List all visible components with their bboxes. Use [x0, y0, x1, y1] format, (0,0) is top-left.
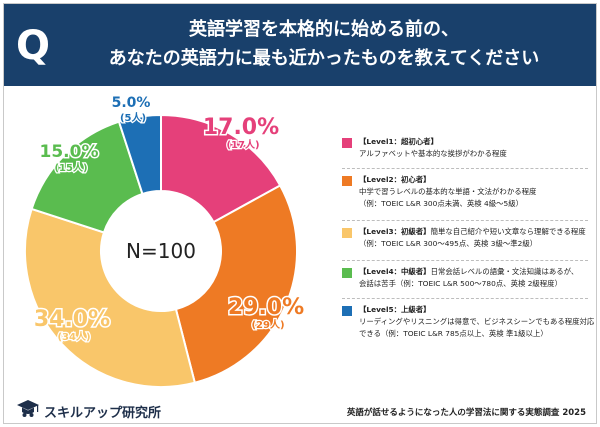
q-mark: Q — [16, 23, 51, 69]
page-title: 英語学習を本格的に始める前の、 あなたの英語力に最も近かったものを教えてください — [64, 15, 584, 73]
legend-text: 【Level5：上級者】リーディングやリスニングは得意で、ビジネスシーンでもある… — [359, 304, 595, 340]
legend-swatch — [342, 268, 352, 278]
legend-line: リーディングやリスニングは得意で、ビジネスシーンでもある程度対応 — [359, 317, 595, 326]
legend-heading: 【Level5：上級者】 — [359, 305, 431, 314]
count-label-level2: (29人) — [251, 318, 284, 331]
slice-level5 — [117, 113, 162, 196]
percent-label-level2: 29.0% — [228, 295, 304, 320]
legend-heading: 【Level2：初心者】 — [359, 175, 431, 184]
legend-line: 中学で習うレベルの基本的な単語・文法がわかる程度 — [359, 187, 537, 196]
header-bar: Q 英語学習を本格的に始める前の、 あなたの英語力に最も近かったものを教えてくだ… — [4, 4, 596, 86]
legend-swatch — [342, 138, 352, 148]
legend-line: （例：TOEIC L&R 300点未満、英検 4級〜5級） — [359, 199, 523, 208]
legend-divider — [342, 260, 588, 261]
legend-swatch — [342, 306, 352, 316]
legend-line: アルファベットや基本的な挨拶がわかる程度 — [359, 149, 507, 158]
legend-divider — [342, 168, 588, 169]
count-label-level1: (17人) — [226, 138, 259, 151]
infographic-card: Q 英語学習を本格的に始める前の、 あなたの英語力に最も近かったものを教えてくだ… — [3, 3, 597, 424]
legend-text: 【Level4：中級者】日常会話レベルの語彙・文法知識はあるが、 会話は苦手（例：… — [359, 266, 593, 290]
title-line-2: あなたの英語力に最も近かったものを教えてください — [108, 48, 540, 69]
legend-text: 【Level3：初級者】簡単な自己紹介や短い文章なら理解できる程度 （例：TOEI… — [359, 226, 593, 250]
percent-label-level5: 5.0% — [112, 95, 151, 111]
count-label-level5: (5人) — [120, 111, 146, 124]
legend-text: 【Level1：超初心者】アルファベットや基本的な挨拶がわかる程度 — [359, 136, 593, 160]
slice-level1 — [160, 113, 282, 224]
legend-divider — [342, 298, 588, 299]
center-label: N=100 — [126, 239, 196, 263]
slice-level2 — [174, 184, 298, 384]
legend-swatch — [342, 176, 352, 186]
slice-level3 — [24, 207, 197, 388]
count-label-level3: (34人) — [57, 330, 90, 343]
legend-swatch — [342, 228, 352, 238]
slice-level4 — [30, 120, 144, 234]
legend-text: 【Level2：初心者】中学で習うレベルの基本的な単語・文法がわかる程度 （例：T… — [359, 174, 593, 210]
legend-divider — [342, 220, 588, 221]
percent-label-level1: 17.0% — [203, 115, 279, 140]
legend-line: 会話は苦手（例：TOEIC L&R 500〜780点、英検 2級程度） — [359, 279, 562, 288]
percent-label-level4: 15.0% — [40, 142, 99, 162]
legend-line: （例：TOEIC L&R 300〜495点、英検 3級〜準2級） — [359, 239, 538, 248]
brand-name: スキルアップ研究所 — [44, 406, 162, 421]
legend-heading: 【Level1：超初心者】 — [359, 137, 438, 146]
survey-note: 英語が話せるようになった人の学習法に関する実態調査 2025 — [346, 408, 586, 418]
donut-chart: 17.0%(17人) 29.0%(29人) 34.0%(34人) 15.0%(15人)… — [24, 94, 306, 388]
legend-heading: 【Level4：中級者】日常会話レベルの語彙・文法知識はあるが、 — [359, 267, 579, 276]
count-label-level4: (15人) — [54, 161, 87, 174]
legend-heading: 【Level3：初級者】簡単な自己紹介や短い文章なら理解できる程度 — [359, 227, 586, 236]
graduation-cap-icon — [17, 400, 39, 417]
percent-label-level3: 34.0% — [34, 307, 110, 332]
legend-line: できる（例：TOEIC L&R 785点以上、英検 準1級以上） — [359, 329, 548, 338]
title-line-1: 英語学習を本格的に始める前の、 — [189, 19, 459, 40]
